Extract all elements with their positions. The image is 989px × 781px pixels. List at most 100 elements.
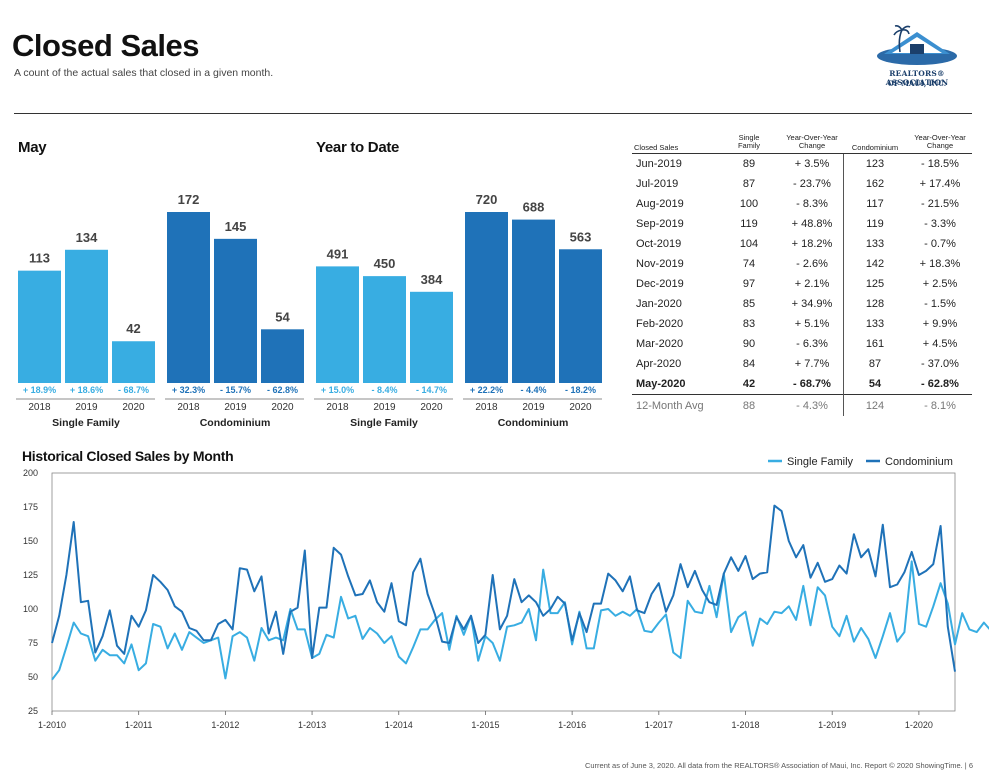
cell-single-family: 100 [739, 198, 759, 210]
cell-condominium: 133 [865, 238, 885, 250]
x-tick-label: 1-2013 [298, 720, 326, 730]
ytd-year-tick-label: 2019 [522, 402, 545, 413]
cell-condominium: 87 [868, 358, 882, 370]
may-year-tick-label: 2018 [177, 402, 200, 413]
table-header-condominium: Condominium [851, 143, 899, 152]
cell-month: Dec-2019 [636, 278, 684, 290]
may-change-label: - 62.8% [267, 385, 298, 395]
cell-condominium: 133 [865, 318, 885, 330]
avg-condo-change: - 8.1% [924, 400, 956, 412]
may-year-tick-label: 2019 [224, 402, 247, 413]
single-family-legend-label: Single Family [787, 456, 854, 468]
cell-single-family: 42 [742, 378, 756, 390]
association-logo: REALTORS® ASSOCIATION OF MAUI, INC. [862, 22, 982, 92]
cell-condo-change: + 2.5% [922, 278, 958, 290]
cell-condo-change: + 9.9% [922, 318, 958, 330]
ytd-group-label: Single Family [350, 417, 418, 429]
cell-sf-change: + 18.2% [791, 238, 833, 250]
cell-month: Jan-2020 [636, 298, 682, 310]
ytd-bar-value-label: 384 [421, 272, 443, 287]
cell-condominium: 128 [865, 298, 885, 310]
may-bar [18, 270, 61, 383]
cell-condo-change: + 4.5% [922, 338, 958, 350]
page-title: Closed Sales [12, 28, 199, 63]
cell-sf-change: - 6.3% [796, 338, 828, 350]
cell-single-family: 90 [742, 338, 756, 350]
cell-sf-change: - 2.6% [796, 258, 828, 270]
may-group-label: Condominium [200, 417, 271, 429]
cell-condominium: 162 [865, 178, 885, 190]
y-tick-label: 100 [23, 604, 38, 614]
table-row: Nov-2019 74 - 2.6% 142 + 18.3% [632, 254, 972, 274]
may-bar-value-label: 172 [178, 192, 200, 207]
cell-month: Mar-2020 [636, 338, 684, 350]
may-bar [65, 249, 108, 383]
may-bar-value-label: 145 [225, 219, 247, 234]
ytd-chart-title: Year to Date [316, 139, 400, 156]
cell-sf-change: - 23.7% [793, 178, 831, 190]
x-tick-label: 1-2012 [211, 720, 239, 730]
x-tick-label: 1-2014 [385, 720, 413, 730]
page-subtitle: A count of the actual sales that closed … [14, 67, 274, 79]
ytd-bar [559, 249, 602, 383]
table-header-sf-change: Year-Over-Year Change [786, 133, 838, 150]
cell-single-family: 84 [742, 358, 756, 370]
x-tick-label: 1-2015 [471, 720, 499, 730]
ytd-bar-value-label: 720 [476, 192, 498, 207]
ytd-bar [363, 276, 406, 383]
cell-condo-change: - 21.5% [921, 198, 959, 210]
cell-condominium: 54 [868, 378, 882, 390]
x-tick-label: 1-2018 [731, 720, 759, 730]
table-row: Dec-2019 97 + 2.1% 125 + 2.5% [632, 274, 972, 294]
ytd-bar-value-label: 563 [570, 229, 592, 244]
cell-condominium: 119 [866, 218, 884, 230]
cell-single-family: 85 [742, 298, 756, 310]
cell-condo-change: - 3.3% [924, 218, 956, 230]
may-change-label: + 32.3% [172, 385, 205, 395]
ytd-year-tick-label: 2020 [569, 402, 592, 413]
cell-sf-change: - 68.7% [793, 378, 831, 390]
ytd-change-label: - 18.2% [565, 385, 596, 395]
cell-condominium: 117 [866, 198, 884, 210]
cell-month: Apr-2020 [636, 358, 682, 370]
ytd-year-tick-label: 2019 [373, 402, 396, 413]
ytd-group-label: Condominium [498, 417, 569, 429]
cell-condo-change: - 37.0% [921, 358, 959, 370]
table-row: Aug-2019 100 - 8.3% 117 - 21.5% [632, 194, 972, 214]
cell-sf-change: + 34.9% [791, 298, 833, 310]
cell-sf-change: - 8.3% [796, 198, 828, 210]
y-tick-label: 175 [23, 502, 38, 512]
table-row: Jul-2019 87 - 23.7% 162 + 17.4% [632, 174, 972, 194]
cell-sf-change: + 5.1% [794, 318, 830, 330]
cell-month: Jun-2019 [636, 158, 682, 170]
table-header-single-family: Single Family [737, 133, 761, 150]
ytd-bar-value-label: 450 [374, 256, 396, 271]
may-year-tick-label: 2018 [28, 402, 51, 413]
table-divider-left [843, 154, 844, 416]
cell-condo-change: - 62.8% [921, 378, 959, 390]
ytd-change-label: + 22.2% [470, 385, 503, 395]
y-tick-label: 150 [23, 536, 38, 546]
may-year-tick-label: 2019 [75, 402, 98, 413]
cell-single-family: 97 [742, 278, 756, 290]
may-change-label: + 18.6% [70, 385, 103, 395]
cell-condo-change: + 18.3% [919, 258, 961, 270]
may-bar-value-label: 54 [275, 309, 290, 324]
x-tick-label: 1-2017 [645, 720, 673, 730]
cell-sf-change: + 7.7% [794, 358, 830, 370]
ytd-bar [410, 291, 453, 383]
ytd-bar [316, 266, 359, 383]
ytd-change-label: - 4.4% [520, 385, 546, 395]
cell-month: May-2020 [636, 378, 686, 390]
may-change-label: - 68.7% [118, 385, 149, 395]
condominium-series-line [51, 504, 956, 672]
cell-month: Oct-2019 [636, 238, 682, 250]
cell-condo-change: - 1.5% [924, 298, 956, 310]
cell-month: Nov-2019 [636, 258, 684, 270]
table-header-month: Closed Sales [634, 143, 679, 152]
may-bar [167, 212, 210, 383]
cell-condominium: 161 [865, 338, 885, 350]
cell-single-family: 83 [742, 318, 756, 330]
cell-single-family: 104 [739, 238, 759, 250]
cell-sf-change: + 3.5% [794, 158, 830, 170]
